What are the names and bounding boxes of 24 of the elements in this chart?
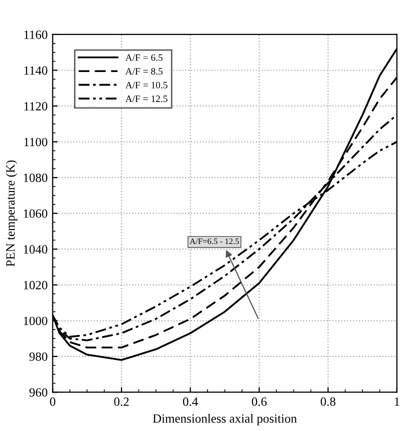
y-tick-label: 1100 (24, 138, 48, 146)
annotation: A/F=6.5 - 12.5 (190, 238, 239, 244)
legend-label: A/F = 6.5 (125, 54, 163, 61)
y-tick-label: 1120 (24, 102, 48, 110)
x-tick-label: 0.6 (252, 397, 267, 406)
x-tick-label: 0.2 (114, 397, 129, 406)
x-tick-label: 1 (394, 397, 400, 406)
y-tick-label: 980 (29, 352, 48, 361)
x-tick-label: 0.8 (320, 397, 336, 406)
y-tick-label: 1080 (24, 174, 48, 182)
legend-label: A/F = 12.5 (125, 96, 168, 102)
legend-label: A/F = 10.5 (125, 82, 168, 88)
y-tick-label: 1160 (24, 30, 48, 39)
y-tick-label: 960 (29, 388, 48, 397)
x-tick-label: 0 (50, 397, 56, 406)
y-axis-title: PEN temperature (K) (6, 160, 18, 266)
y-tick-label: 1060 (24, 209, 48, 218)
y-tick-label: 1000 (24, 316, 48, 326)
y-tick-label: 1140 (24, 66, 48, 75)
y-tick-label: 1020 (24, 280, 48, 290)
y-tick-label: 1040 (24, 245, 48, 254)
x-tick-label: 0.4 (183, 397, 198, 406)
legend-label: A/F = 8.5 (125, 68, 163, 75)
x-axis-title: Dimensionless axial position (152, 414, 297, 426)
